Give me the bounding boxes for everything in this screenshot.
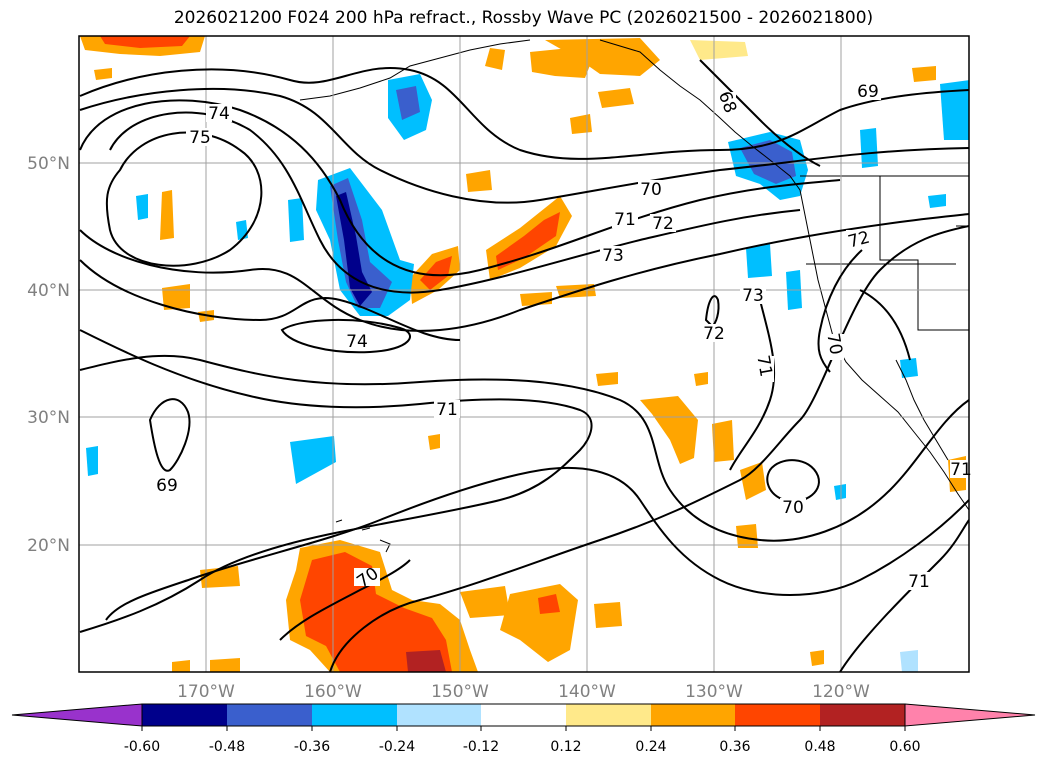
colorbar-swatch	[651, 704, 735, 726]
coastlines	[299, 39, 969, 553]
colorbar-extend-max	[904, 703, 1036, 727]
contour-label: 70	[640, 180, 662, 200]
colorbar-tick-label: 0.48	[804, 739, 835, 755]
contour-label: 71	[950, 460, 972, 480]
latitude-labels: 50°N 40°N 30°N 20°N	[27, 154, 70, 556]
lon-label: 140°W	[558, 682, 616, 702]
colorbar-swatch	[566, 704, 651, 726]
colorbar-tick-label: -0.12	[463, 739, 499, 755]
contour-label: 73	[602, 246, 624, 266]
colorbar-tick-label: -0.60	[124, 739, 160, 755]
lon-label: 170°W	[177, 682, 235, 702]
colorbar-swatch	[820, 704, 905, 726]
colorbar-extend-min	[11, 703, 143, 727]
colorbar-tick-label: -0.48	[209, 739, 245, 755]
contour-label: 75	[189, 128, 211, 148]
refractivity-contours	[79, 59, 969, 672]
contour-label: 71	[908, 572, 930, 592]
contour-label: 74	[346, 332, 368, 352]
contour-label: 69	[156, 476, 178, 496]
colorbar-swatch	[397, 704, 481, 726]
lon-label: 130°W	[685, 682, 743, 702]
contour-label: 69	[857, 82, 879, 102]
contour-label: 71	[752, 354, 775, 379]
contour-label: 72	[652, 214, 674, 234]
lat-label: 20°N	[27, 536, 70, 556]
colorbar-swatch	[735, 704, 820, 726]
lat-label: 50°N	[27, 154, 70, 174]
lon-label: 120°W	[812, 682, 870, 702]
contour-label: 74	[208, 104, 230, 124]
contour-label: 70	[782, 498, 804, 518]
colorbar-swatch	[481, 704, 566, 726]
positive-anomalies	[80, 36, 966, 672]
colorbar-tick-label: 0.60	[889, 739, 920, 755]
colorbar-swatch	[312, 704, 397, 726]
colorbar: -0.60 -0.48 -0.36 -0.24 -0.12 0.12 0.24 …	[11, 703, 1036, 755]
lon-label: 160°W	[304, 682, 362, 702]
lat-label: 40°N	[27, 281, 70, 301]
contour-label: 72	[703, 324, 725, 344]
contour-label: 71	[614, 210, 636, 230]
contour-labels: 74 75 69 70 71 72 73 73 72 74 71 70 71 6…	[154, 82, 972, 592]
lon-label: 150°W	[431, 682, 489, 702]
colorbar-swatch	[227, 704, 312, 726]
contour-label: 71	[436, 400, 458, 420]
colorbar-tick-label: -0.36	[294, 739, 330, 755]
colorbar-tick-label: 0.24	[635, 739, 666, 755]
map-title: 2026021200 F024 200 hPa refract., Rossby…	[173, 8, 874, 28]
shaded-anomalies	[80, 36, 969, 672]
longitude-labels: 170°W 160°W 150°W 140°W 130°W 120°W	[177, 682, 870, 702]
map-frame	[78, 35, 970, 673]
colorbar-tick-label: 0.12	[550, 739, 581, 755]
contour-label: 73	[742, 286, 764, 306]
lat-label: 30°N	[27, 408, 70, 428]
colorbar-tick-label: 0.36	[719, 739, 750, 755]
contour-label: 70	[822, 332, 845, 357]
colorbar-swatch	[142, 704, 227, 726]
colorbar-tick-label: -0.24	[379, 739, 415, 755]
